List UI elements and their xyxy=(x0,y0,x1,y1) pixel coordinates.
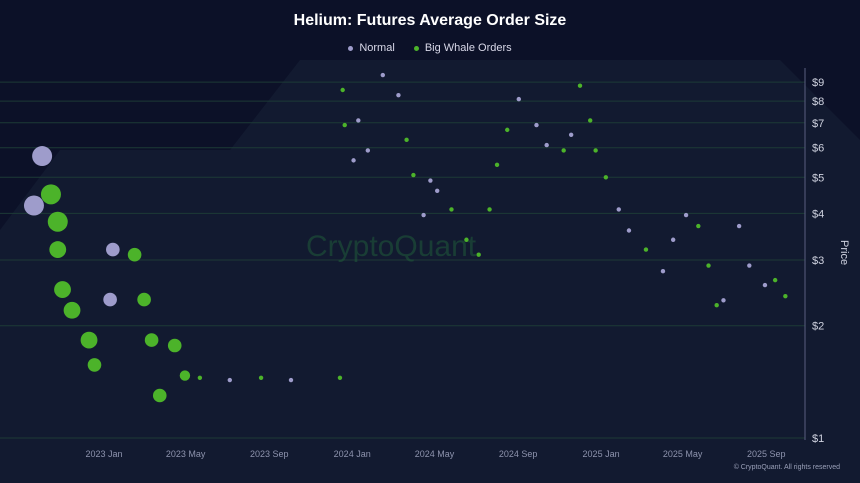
whale-order-point xyxy=(772,277,778,283)
normal-order-point xyxy=(380,72,385,78)
x-tick-label: 2024 Sep xyxy=(499,449,538,459)
normal-order-point xyxy=(721,298,726,303)
normal-order-point xyxy=(568,132,574,137)
normal-order-point xyxy=(103,292,117,307)
normal-order-point xyxy=(626,228,632,233)
whale-order-point xyxy=(340,87,345,93)
legend-item-whale[interactable]: Big Whale Orders xyxy=(413,42,512,54)
whale-order-point xyxy=(63,301,81,319)
whale-order-point xyxy=(449,207,454,212)
x-tick-label: 2023 May xyxy=(166,449,206,459)
y-tick-label: $6 xyxy=(812,143,824,155)
whale-order-point xyxy=(47,211,68,232)
normal-order-point xyxy=(421,212,426,218)
watermark: CryptoQuant xyxy=(306,230,477,263)
whale-order-point xyxy=(593,148,598,153)
whale-order-point xyxy=(197,375,203,381)
legend-item-normal[interactable]: Normal xyxy=(348,42,395,54)
whale-order-point xyxy=(87,358,102,372)
y-tick-label: $5 xyxy=(812,172,824,184)
background-silhouette xyxy=(0,60,860,483)
whale-order-point xyxy=(49,241,67,258)
normal-order-point xyxy=(544,142,549,148)
grid-lines xyxy=(0,81,805,439)
x-tick-label: 2024 Jan xyxy=(334,449,371,459)
y-tick-label: $9 xyxy=(812,77,824,89)
normal-order-point xyxy=(365,148,371,153)
whale-order-point xyxy=(588,118,593,123)
whale-order-point xyxy=(337,375,343,381)
whale-order-point xyxy=(40,184,61,205)
whale-order-point xyxy=(54,281,71,298)
normal-order-point xyxy=(683,212,689,218)
normal-order-point xyxy=(660,269,666,274)
normal-order-point xyxy=(736,223,742,229)
legend-dot-whale-icon xyxy=(413,45,419,51)
copyright: © CryptoQuant. All rights reserved xyxy=(733,464,840,471)
chart-title: Helium: Futures Average Order Size xyxy=(293,12,567,29)
normal-order-point xyxy=(351,158,356,163)
y-tick-label: $1 xyxy=(812,433,824,445)
normal-order-point xyxy=(534,122,539,128)
whale-order-point xyxy=(137,292,151,307)
y-tick-label: $3 xyxy=(812,255,824,267)
x-tick-label: 2023 Jan xyxy=(85,449,122,459)
normal-order-point xyxy=(762,282,768,288)
normal-order-point xyxy=(435,188,440,193)
whale-order-point xyxy=(404,137,409,143)
normal-order-point xyxy=(616,207,621,212)
y-tick-label: $8 xyxy=(812,96,824,108)
x-tick-label: 2025 May xyxy=(663,449,703,459)
whale-order-point xyxy=(152,388,167,403)
whale-order-point xyxy=(127,247,142,262)
whale-order-point xyxy=(561,148,566,153)
y-tick-label: $2 xyxy=(812,321,824,333)
y-axis-label: Price xyxy=(838,240,850,266)
whale-order-point xyxy=(505,127,510,133)
whale-order-point xyxy=(144,333,159,347)
whale-order-point xyxy=(342,122,347,128)
whale-order-point xyxy=(258,375,264,381)
normal-order-point xyxy=(23,195,44,216)
normal-order-point xyxy=(670,237,676,242)
whale-order-point xyxy=(476,252,481,257)
normal-order-point xyxy=(227,377,232,383)
y-tick-label: $4 xyxy=(812,208,824,220)
whale-order-point xyxy=(706,263,711,268)
x-tick-label: 2023 Sep xyxy=(250,449,289,459)
whale-order-point xyxy=(696,223,701,229)
legend: Normal Big Whale Orders xyxy=(0,42,860,54)
whale-order-point xyxy=(577,83,583,88)
normal-order-point xyxy=(32,146,53,167)
whale-order-point xyxy=(464,237,469,242)
whale-order-point xyxy=(603,175,609,180)
whale-order-point xyxy=(179,370,191,381)
normal-order-point xyxy=(747,263,752,268)
whale-order-point xyxy=(783,293,788,299)
normal-order-point xyxy=(288,377,294,383)
x-tick-label: 2025 Jan xyxy=(583,449,620,459)
whale-order-point xyxy=(167,338,182,353)
whale-order-point xyxy=(487,207,492,212)
whale-order-point xyxy=(714,303,719,308)
legend-dot-normal-icon xyxy=(348,45,354,51)
normal-order-point xyxy=(356,118,361,123)
normal-order-point xyxy=(516,96,521,102)
whale-order-point xyxy=(643,247,649,252)
normal-order-point xyxy=(106,242,120,257)
x-tick-label: 2024 May xyxy=(415,449,455,459)
whale-order-point xyxy=(80,331,98,349)
normal-order-point xyxy=(428,178,433,183)
whale-order-point xyxy=(494,162,500,168)
y-tick-label: $7 xyxy=(812,118,824,130)
normal-order-point xyxy=(396,92,401,98)
whale-order-point xyxy=(411,172,416,178)
x-tick-label: 2025 Sep xyxy=(747,449,786,459)
